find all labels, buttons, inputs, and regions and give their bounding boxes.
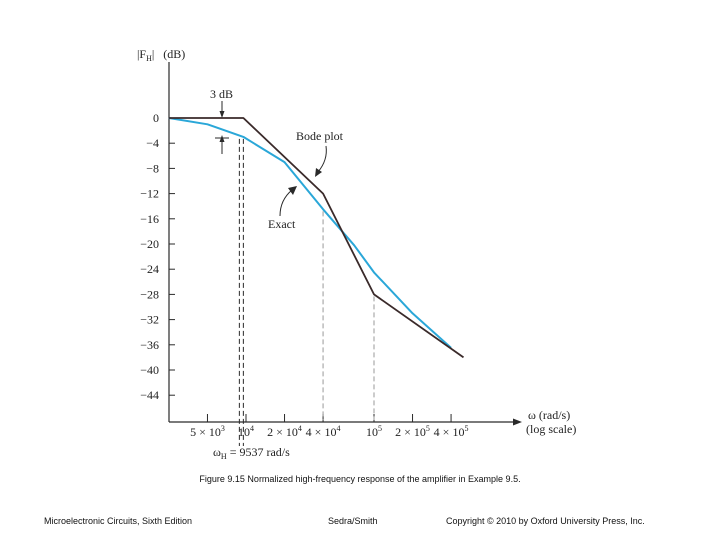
exact-response-line <box>168 117 452 349</box>
x-tick-label: 4 × 105 <box>434 424 469 439</box>
exact-pointer <box>279 189 293 217</box>
x-tick-label: 4 × 104 <box>306 424 341 439</box>
figure-caption: Figure 9.15 Normalized high-frequency re… <box>199 474 521 484</box>
y-tick-label: −40 <box>140 363 159 377</box>
footer-book-title: Microelectronic Circuits, Sixth Edition <box>44 516 193 526</box>
three-db-arrowhead-down <box>219 111 225 118</box>
exact-pointer-head <box>288 186 297 195</box>
y-tick-label: −4 <box>146 136 159 150</box>
bode-plot-pointer-head <box>315 168 322 177</box>
y-tick-label: −24 <box>140 262 159 276</box>
y-tick-label: −28 <box>140 287 159 301</box>
y-tick-label: −36 <box>140 338 159 352</box>
y-tick-label: −32 <box>140 313 159 327</box>
y-tick-label: −44 <box>140 388 159 402</box>
y-tick-label: −8 <box>146 161 159 175</box>
figure: |FH| (dB) 0 −4 −8 −12 −16 −20 −24 −28 −32 −36 −40 −… <box>137 47 576 461</box>
x-tick-label: 2 × 104 <box>267 424 302 439</box>
footer-authors: Sedra/Smith <box>328 516 378 526</box>
bode-plot-line <box>168 117 465 359</box>
y-tick-label: −20 <box>140 237 159 251</box>
x-tick-label: 104 <box>238 424 254 439</box>
omega-h-label: ωH = 9537 rad/s <box>213 445 290 461</box>
y-tick-label: −16 <box>140 212 159 226</box>
x-axis-arrow <box>513 418 522 426</box>
x-axis-label: ω (rad/s) <box>528 408 570 422</box>
bode-plot-pointer <box>317 145 327 173</box>
y-axis-label: |FH| (dB) <box>137 47 185 63</box>
y-tick-label: 0 <box>153 111 159 125</box>
footer-copyright: Copyright © 2010 by Oxford University Pr… <box>446 516 645 526</box>
x-tick-label: 2 × 105 <box>395 424 430 439</box>
x-axis-scale-note: (log scale) <box>526 422 576 436</box>
y-ticks: 0 −4 −8 −12 −16 −20 −24 −28 −32 −36 −40 −44 <box>140 111 175 402</box>
dashed-guides <box>238 138 375 446</box>
y-tick-label: −12 <box>140 187 159 201</box>
x-ticks: 5 × 103 104 2 × 104 4 × 104 105 2 × 105 4 × 10… <box>190 414 468 439</box>
x-tick-label: 5 × 103 <box>190 424 225 439</box>
exact-label: Exact <box>268 217 296 231</box>
three-db-label: 3 dB <box>210 87 233 101</box>
x-tick-label: 105 <box>366 424 382 439</box>
series-layer <box>168 117 465 359</box>
bode-plot-label: Bode plot <box>296 129 344 143</box>
three-db-arrowhead-up <box>219 135 225 142</box>
